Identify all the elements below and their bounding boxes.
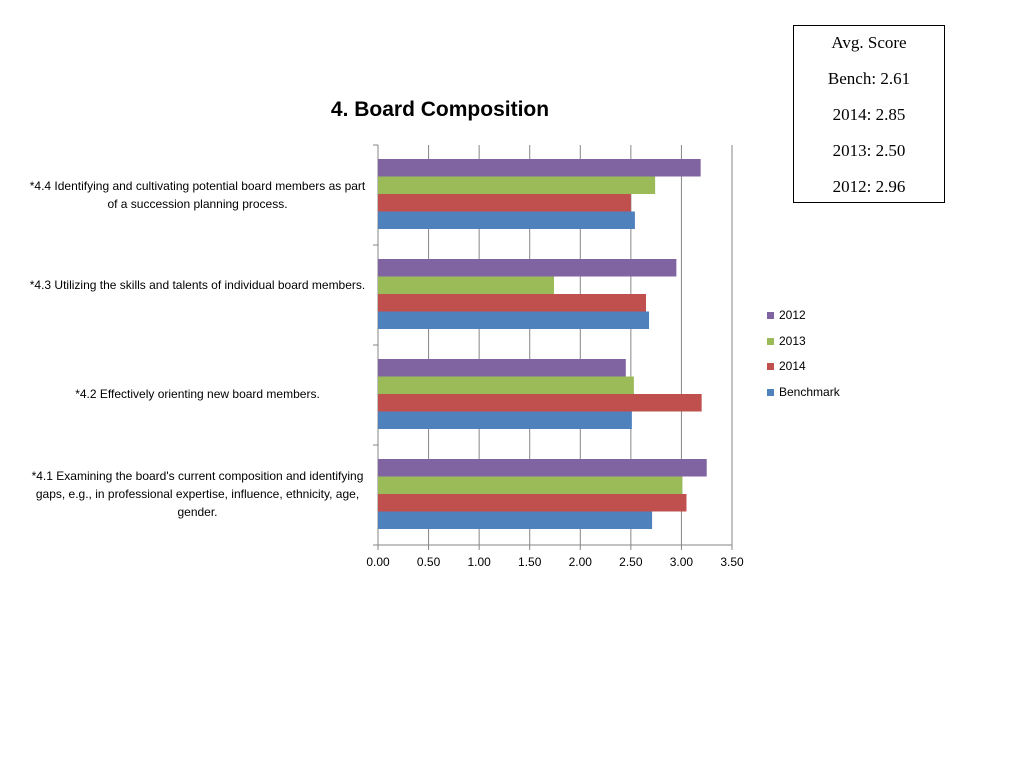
legend-label-benchmark: Benchmark <box>779 384 840 399</box>
bar-2012-1 <box>378 159 701 177</box>
bar-benchmark-4 <box>378 511 653 529</box>
avg-score-2012: 2012: 2.96 <box>832 177 906 196</box>
category-label-4-4: *4.4 Identifying and cultivating potenti… <box>29 179 366 211</box>
legend-swatch-benchmark <box>767 388 774 396</box>
x-tick-label: 2.50 <box>619 555 643 569</box>
category-label-4-1: *4.1 Examining the board's current compo… <box>31 469 364 519</box>
avg-score-bench: Bench: 2.61 <box>827 69 911 88</box>
legend-label-2014: 2014 <box>779 359 806 373</box>
bar-2013-2 <box>378 276 554 294</box>
bar-benchmark-1 <box>378 211 635 229</box>
x-tick-label: 2.00 <box>569 555 593 569</box>
category-label-4-2: *4.2 Effectively orienting new board mem… <box>75 387 320 401</box>
avg-score-heading: Avg. Score <box>831 33 907 52</box>
bar-2014-1 <box>378 194 631 212</box>
legend-swatch-2012 <box>767 312 774 319</box>
bar-benchmark-3 <box>378 411 632 429</box>
legend-label-2013: 2013 <box>779 333 806 348</box>
x-tick-label: 3.00 <box>670 555 694 569</box>
bar-2013-1 <box>378 176 656 194</box>
bar-2013-4 <box>378 476 683 494</box>
bar-2014-3 <box>378 394 702 412</box>
bar-2012-4 <box>378 459 707 477</box>
bar-2014-2 <box>378 294 647 312</box>
chart-title: 4. Board Composition <box>330 98 550 121</box>
x-tick-label: 0.50 <box>417 555 441 569</box>
bar-2013-3 <box>378 376 634 394</box>
category-label-4-3: *4.3 Utilizing the skills and talents of… <box>29 278 366 292</box>
bar-2012-3 <box>378 359 626 377</box>
avg-score-box: Avg. Score Bench: 2.61 2014: 2.85 2013: … <box>793 25 945 203</box>
avg-score-2014: 2014: 2.85 <box>832 105 906 124</box>
bar-benchmark-2 <box>378 311 650 329</box>
x-tick-label: 1.00 <box>467 555 491 569</box>
x-tick-label: 1.50 <box>518 555 542 569</box>
legend-swatch-2014 <box>767 363 774 370</box>
avg-score-2013: 2013: 2.50 <box>832 141 906 160</box>
x-tick-label: 0.00 <box>366 555 390 569</box>
bar-2012-2 <box>378 259 677 277</box>
x-tick-label: 3.50 <box>720 555 744 569</box>
bar-2014-4 <box>378 494 687 512</box>
legend-swatch-2013 <box>767 337 774 345</box>
legend-label-2012: 2012 <box>779 308 806 322</box>
